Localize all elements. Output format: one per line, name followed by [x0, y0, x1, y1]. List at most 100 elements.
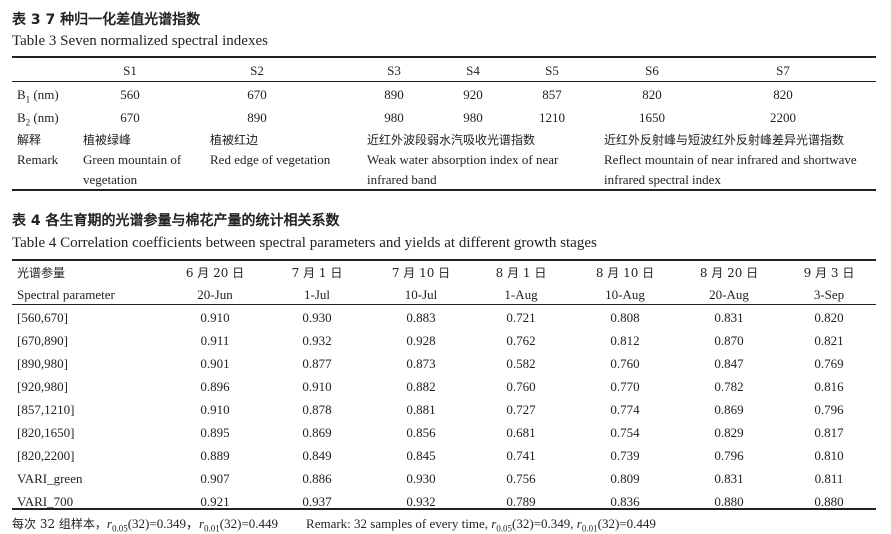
correlation-value: 0.921 — [200, 494, 230, 509]
table4-header-rule — [12, 304, 876, 305]
b2-s6: 1650 — [639, 110, 665, 125]
correlation-value: 0.760 — [610, 356, 640, 371]
correlation-value: 0.881 — [406, 402, 436, 417]
correlation-value: 0.869 — [302, 425, 332, 440]
correlation-value: 0.845 — [406, 448, 436, 463]
t4-header-en-aug10: 10-Aug — [605, 287, 645, 302]
correlation-value: 0.769 — [814, 356, 844, 371]
remark-s2-cn: 植被红边 — [210, 133, 259, 147]
remark-s3-en: Weak water absorption index of near infr… — [367, 152, 559, 187]
footnote-r1: r — [106, 516, 112, 531]
correlation-value: 0.930 — [302, 310, 332, 325]
remark-s2-en: Red edge of vegetation — [210, 152, 331, 167]
t4-header-en-jun20: 20-Jun — [197, 287, 233, 302]
correlation-value: 0.886 — [302, 471, 332, 486]
correlation-value: 0.869 — [714, 402, 744, 417]
correlation-value: 0.928 — [406, 333, 436, 348]
remark-s1-cn: 植被绿峰 — [83, 133, 132, 147]
b2-s3: 980 — [384, 110, 404, 125]
footnote-val2: (32)=0.449 — [219, 516, 279, 531]
remark-label-en: Remark — [17, 152, 59, 167]
footnote-en-prefix: Remark: 32 samples of every time, — [306, 516, 492, 531]
b2-s4: 980 — [463, 110, 483, 125]
correlation-value: 0.754 — [610, 425, 640, 440]
table3-top-rule — [12, 56, 876, 58]
correlation-value: 0.756 — [506, 471, 536, 486]
footnote-cn-prefix: 每次 32 组样本， — [12, 517, 107, 531]
correlation-value: 0.681 — [506, 425, 536, 440]
b1-s3: 890 — [384, 87, 404, 102]
correlation-value: 0.932 — [406, 494, 436, 509]
t4-header-cn-jul1: 7 月 1 日 — [291, 266, 343, 280]
footnote-r4: r — [576, 516, 582, 531]
correlation-value: 0.727 — [506, 402, 536, 417]
correlation-value: 0.870 — [714, 333, 744, 348]
correlation-value: 0.896 — [200, 379, 230, 394]
correlation-value: 0.910 — [200, 402, 230, 417]
remark-s6-s7-en: Reflect mountain of near infrared and sh… — [604, 152, 857, 187]
correlation-value: 0.789 — [506, 494, 536, 509]
correlation-value: 0.582 — [506, 356, 536, 371]
correlation-value: 0.882 — [406, 379, 436, 394]
table3-header-s2: S2 — [250, 63, 264, 78]
b1-s2: 670 — [247, 87, 267, 102]
t4-header-en-aug20: 20-Aug — [709, 287, 749, 302]
table3-header-s4: S4 — [466, 63, 480, 78]
table3-header-s6: S6 — [645, 63, 659, 78]
footnote-sub1: 0.05 — [111, 523, 128, 534]
row-parameter: [560,670] — [17, 310, 68, 325]
correlation-value: 0.880 — [714, 494, 744, 509]
remark-s6-s7-cn: 近红外反射峰与短波红外反射峰差异光谱指数 — [604, 133, 845, 147]
t4-header-en-jul10: 10-Jul — [404, 287, 438, 302]
t4-header-en-jul1: 1-Jul — [304, 287, 330, 302]
correlation-value: 0.910 — [302, 379, 332, 394]
table4-top-rule — [12, 259, 876, 261]
b2-s2: 890 — [247, 110, 267, 125]
table4-caption-cn: 表 4 各生育期的光谱参量与棉花产量的统计相关系数 — [12, 213, 340, 229]
b1-label: B1 (nm) — [17, 87, 59, 105]
correlation-value: 0.849 — [302, 448, 332, 463]
row-parameter: [820,1650] — [17, 425, 75, 440]
correlation-value: 0.741 — [506, 448, 536, 463]
correlation-value: 0.856 — [406, 425, 436, 440]
correlation-value: 0.895 — [200, 425, 230, 440]
footnote-val2-en: (32)=0.449 — [597, 516, 656, 531]
row-parameter: [670,890] — [17, 333, 68, 348]
row-parameter: [820,2200] — [17, 448, 75, 463]
correlation-value: 0.810 — [814, 448, 844, 463]
b2-s7: 2200 — [770, 110, 796, 125]
row-parameter: [920,980] — [17, 379, 68, 394]
table3-header-s3: S3 — [387, 63, 401, 78]
correlation-value: 0.809 — [610, 471, 640, 486]
correlation-value: 0.831 — [714, 471, 744, 486]
correlation-value: 0.847 — [714, 356, 744, 371]
correlation-value: 0.782 — [714, 379, 744, 394]
footnote: 每次 32 组样本，r0.05(32)=0.349，r0.01(32)=0.44… — [12, 513, 656, 534]
footnote-val1-en: (32)=0.349, — [512, 516, 577, 531]
correlation-value: 0.821 — [814, 333, 844, 348]
t4-header-en-param: Spectral parameter — [17, 287, 115, 302]
table3-header-s5: S5 — [545, 63, 559, 78]
correlation-value: 0.796 — [714, 448, 744, 463]
correlation-value: 0.812 — [610, 333, 640, 348]
correlation-value: 0.811 — [814, 471, 844, 486]
table4-bottom-rule — [12, 508, 876, 510]
t4-header-cn-aug1: 8 月 1 日 — [495, 266, 547, 280]
correlation-value: 0.883 — [406, 310, 436, 325]
row-parameter: VARI_700 — [17, 494, 74, 509]
t4-header-cn-jul10: 7 月 10 日 — [391, 266, 451, 280]
correlation-value: 0.770 — [610, 379, 640, 394]
correlation-value: 0.873 — [406, 356, 436, 371]
b1-s6: 820 — [642, 87, 662, 102]
footnote-sub3: 0.05 — [496, 523, 513, 534]
correlation-value: 0.907 — [200, 471, 230, 486]
footnote-val1: (32)=0.349， — [127, 516, 199, 531]
t4-header-cn-aug10: 8 月 10 日 — [595, 266, 655, 280]
b2-s5: 1210 — [539, 110, 565, 125]
correlation-value: 0.889 — [200, 448, 230, 463]
correlation-value: 0.880 — [814, 494, 844, 509]
table3-bottom-rule — [12, 189, 876, 191]
b2-label: B2 (nm) — [17, 110, 59, 128]
correlation-value: 0.762 — [506, 333, 536, 348]
footnote-sub4: 0.01 — [581, 523, 598, 534]
